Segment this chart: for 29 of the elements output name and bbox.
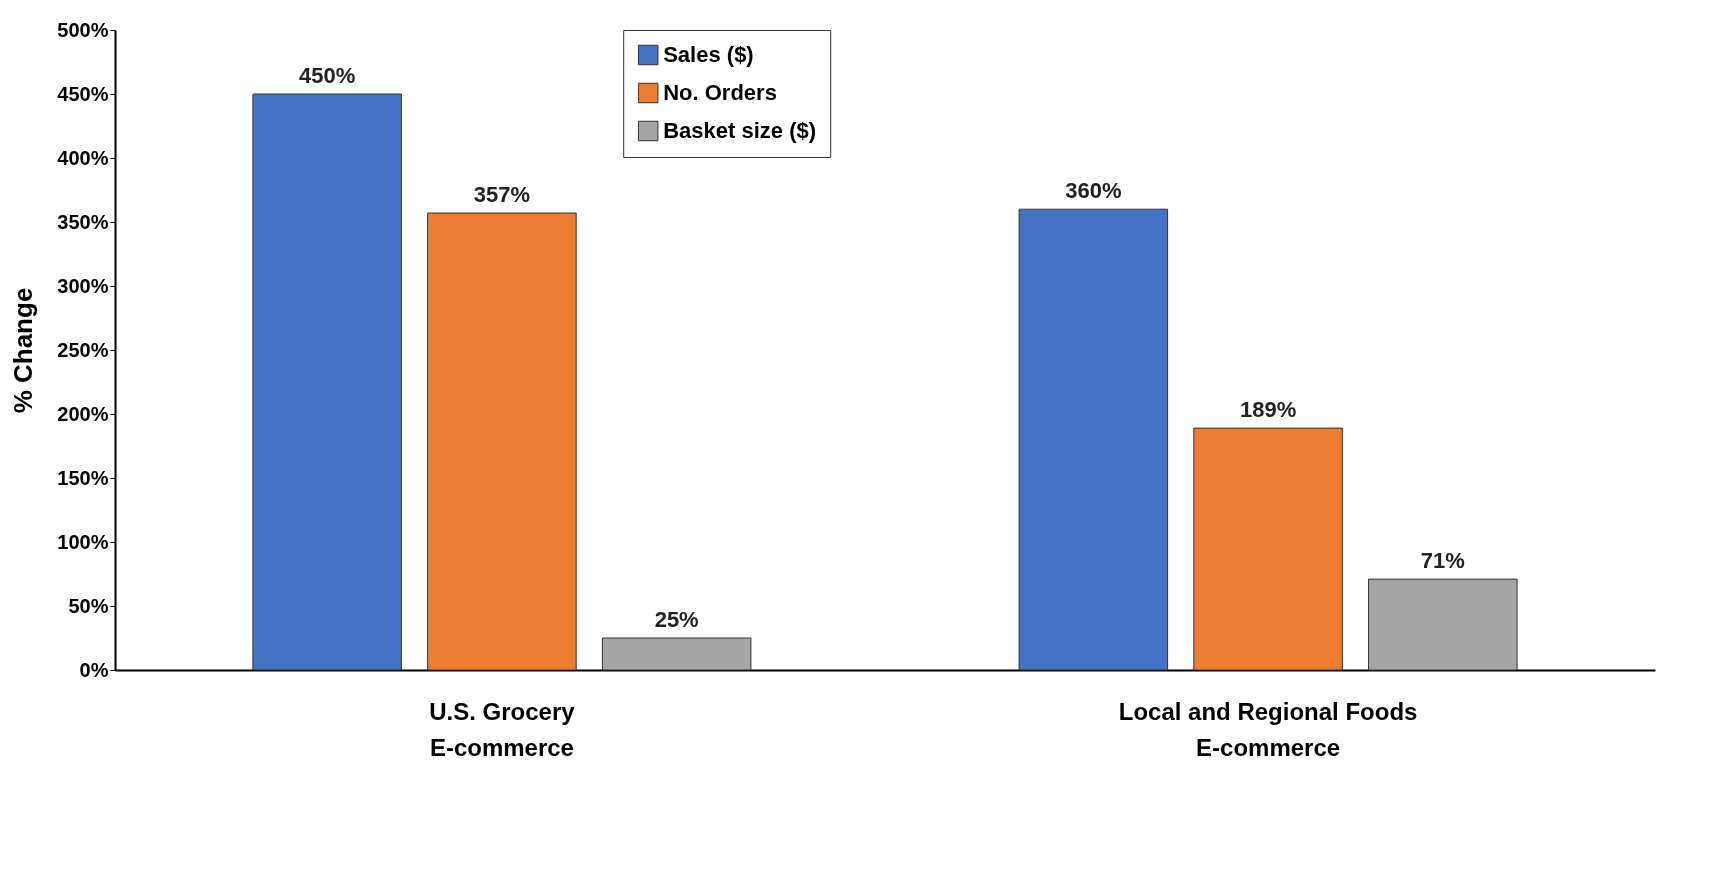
bar xyxy=(1193,427,1343,671)
y-tick-label: 50% xyxy=(68,594,109,617)
y-tick-label: 450% xyxy=(57,82,109,105)
y-tick-label: 250% xyxy=(57,338,109,361)
bar xyxy=(427,212,577,671)
bar xyxy=(1368,578,1518,671)
bar xyxy=(601,637,752,671)
bar xyxy=(252,93,402,671)
y-tick-label: 400% xyxy=(57,146,109,169)
data-label: 360% xyxy=(1065,178,1122,204)
x-tick-label: U.S. Grocery E-commerce xyxy=(429,697,576,761)
data-label: 189% xyxy=(1239,397,1297,423)
y-tick-label: 100% xyxy=(57,530,109,553)
legend-label: No. Orders xyxy=(663,80,777,105)
y-axis-title: % Change xyxy=(8,287,39,414)
y-tick-label: 500% xyxy=(57,18,109,41)
data-label: 357% xyxy=(473,182,531,208)
y-tick-label: 200% xyxy=(57,402,109,425)
legend-label: Basket size ($) xyxy=(663,118,817,143)
legend-label: Sales ($) xyxy=(663,42,754,67)
data-label: 450% xyxy=(299,63,356,88)
x-tick-label: Local and Regional Foods E-commerce xyxy=(1118,697,1418,761)
bar xyxy=(1018,208,1169,671)
y-tick-label: 300% xyxy=(57,274,109,297)
data-label: 71% xyxy=(1420,548,1465,574)
y-tick-label: 0% xyxy=(79,658,109,681)
y-tick-label: 350% xyxy=(57,210,109,233)
y-tick-label: 150% xyxy=(57,466,109,489)
data-label: 25% xyxy=(654,607,699,632)
